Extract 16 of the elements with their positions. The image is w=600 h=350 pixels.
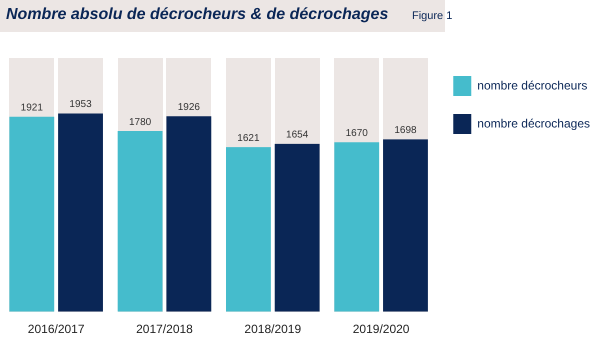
data-label: 1698 xyxy=(394,125,418,136)
x-tick-label: 2016/2017 xyxy=(28,322,85,336)
x-tick-label: 2017/2018 xyxy=(136,322,194,336)
data-label: 1926 xyxy=(178,102,200,113)
data-label: 1654 xyxy=(286,130,309,141)
chart-title: Nombre absolu de décrocheurs & de décrochages xyxy=(6,6,388,24)
data-label: 1621 xyxy=(237,132,260,144)
legend-label: nombre décrocheurs xyxy=(477,78,588,92)
data-label: 1780 xyxy=(128,116,152,128)
legend-label: nombre décrochages xyxy=(477,116,590,130)
data-label: 1670 xyxy=(346,128,368,139)
x-tick-label: 2019/2020 xyxy=(352,322,410,336)
data-label: 1921 xyxy=(20,102,44,114)
x-tick-label: 2018/2019 xyxy=(244,322,302,336)
caption: Figure 1 xyxy=(412,10,452,22)
data-label: 1953 xyxy=(69,99,92,110)
